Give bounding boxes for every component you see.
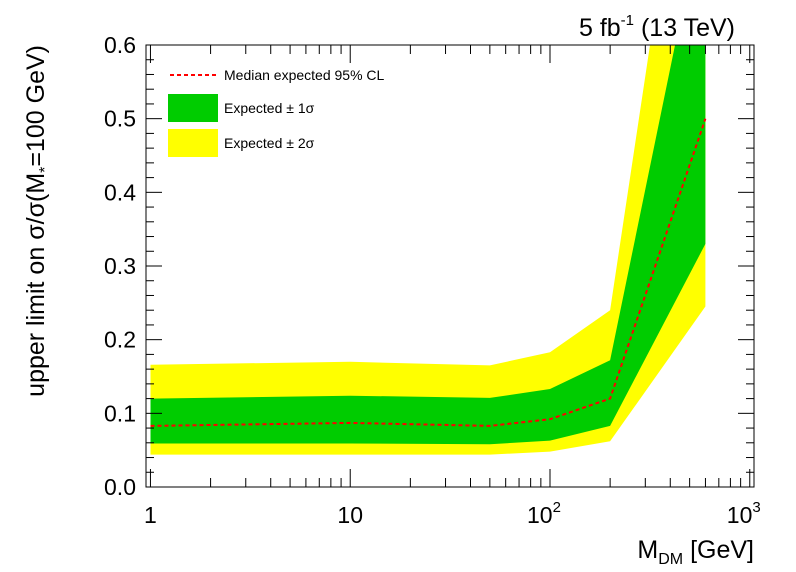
y-tick-label: 0.6 — [104, 32, 136, 58]
x-tick-label: 1 — [144, 502, 157, 528]
x-axis-label: MDM [GeV] — [637, 536, 754, 568]
band-2sigma — [150, 45, 706, 455]
x-tick-label: 103 — [727, 499, 761, 528]
x-tick-label: 10 — [337, 502, 363, 528]
bands-layer — [150, 45, 706, 455]
legend: Median expected 95% CL Expected ± 1σ Expec… — [168, 67, 385, 157]
y-tick-label: 0.3 — [104, 253, 136, 279]
legend-1sigma-swatch — [168, 94, 218, 122]
y-tick-label: 0.4 — [104, 179, 136, 205]
y-tick-label: 0.1 — [104, 400, 136, 426]
legend-entry-label: Expected ± 2σ — [224, 135, 315, 151]
median-expected-line — [150, 118, 707, 427]
ticks-layer: 0.0 0.1 0.2 0.3 0.4 0.5 0.6 1 10 102 103 — [104, 32, 761, 528]
legend-entry-label: Expected ± 1σ — [224, 100, 315, 116]
y-axis-label: upper limit on σ/σ(M*=100 GeV) — [22, 45, 54, 397]
chart-title: 5 fb-1 (13 TeV) — [579, 12, 735, 42]
x-tick-label: 102 — [527, 499, 561, 528]
y-tick-label: 0.2 — [104, 327, 136, 353]
lines-layer — [150, 118, 707, 427]
y-tick-label: 0.5 — [104, 106, 136, 132]
y-tick-label: 0.0 — [104, 474, 136, 500]
legend-entry-label: Median expected 95% CL — [224, 67, 385, 83]
band-1sigma — [150, 45, 706, 445]
legend-2sigma-swatch — [168, 129, 218, 157]
